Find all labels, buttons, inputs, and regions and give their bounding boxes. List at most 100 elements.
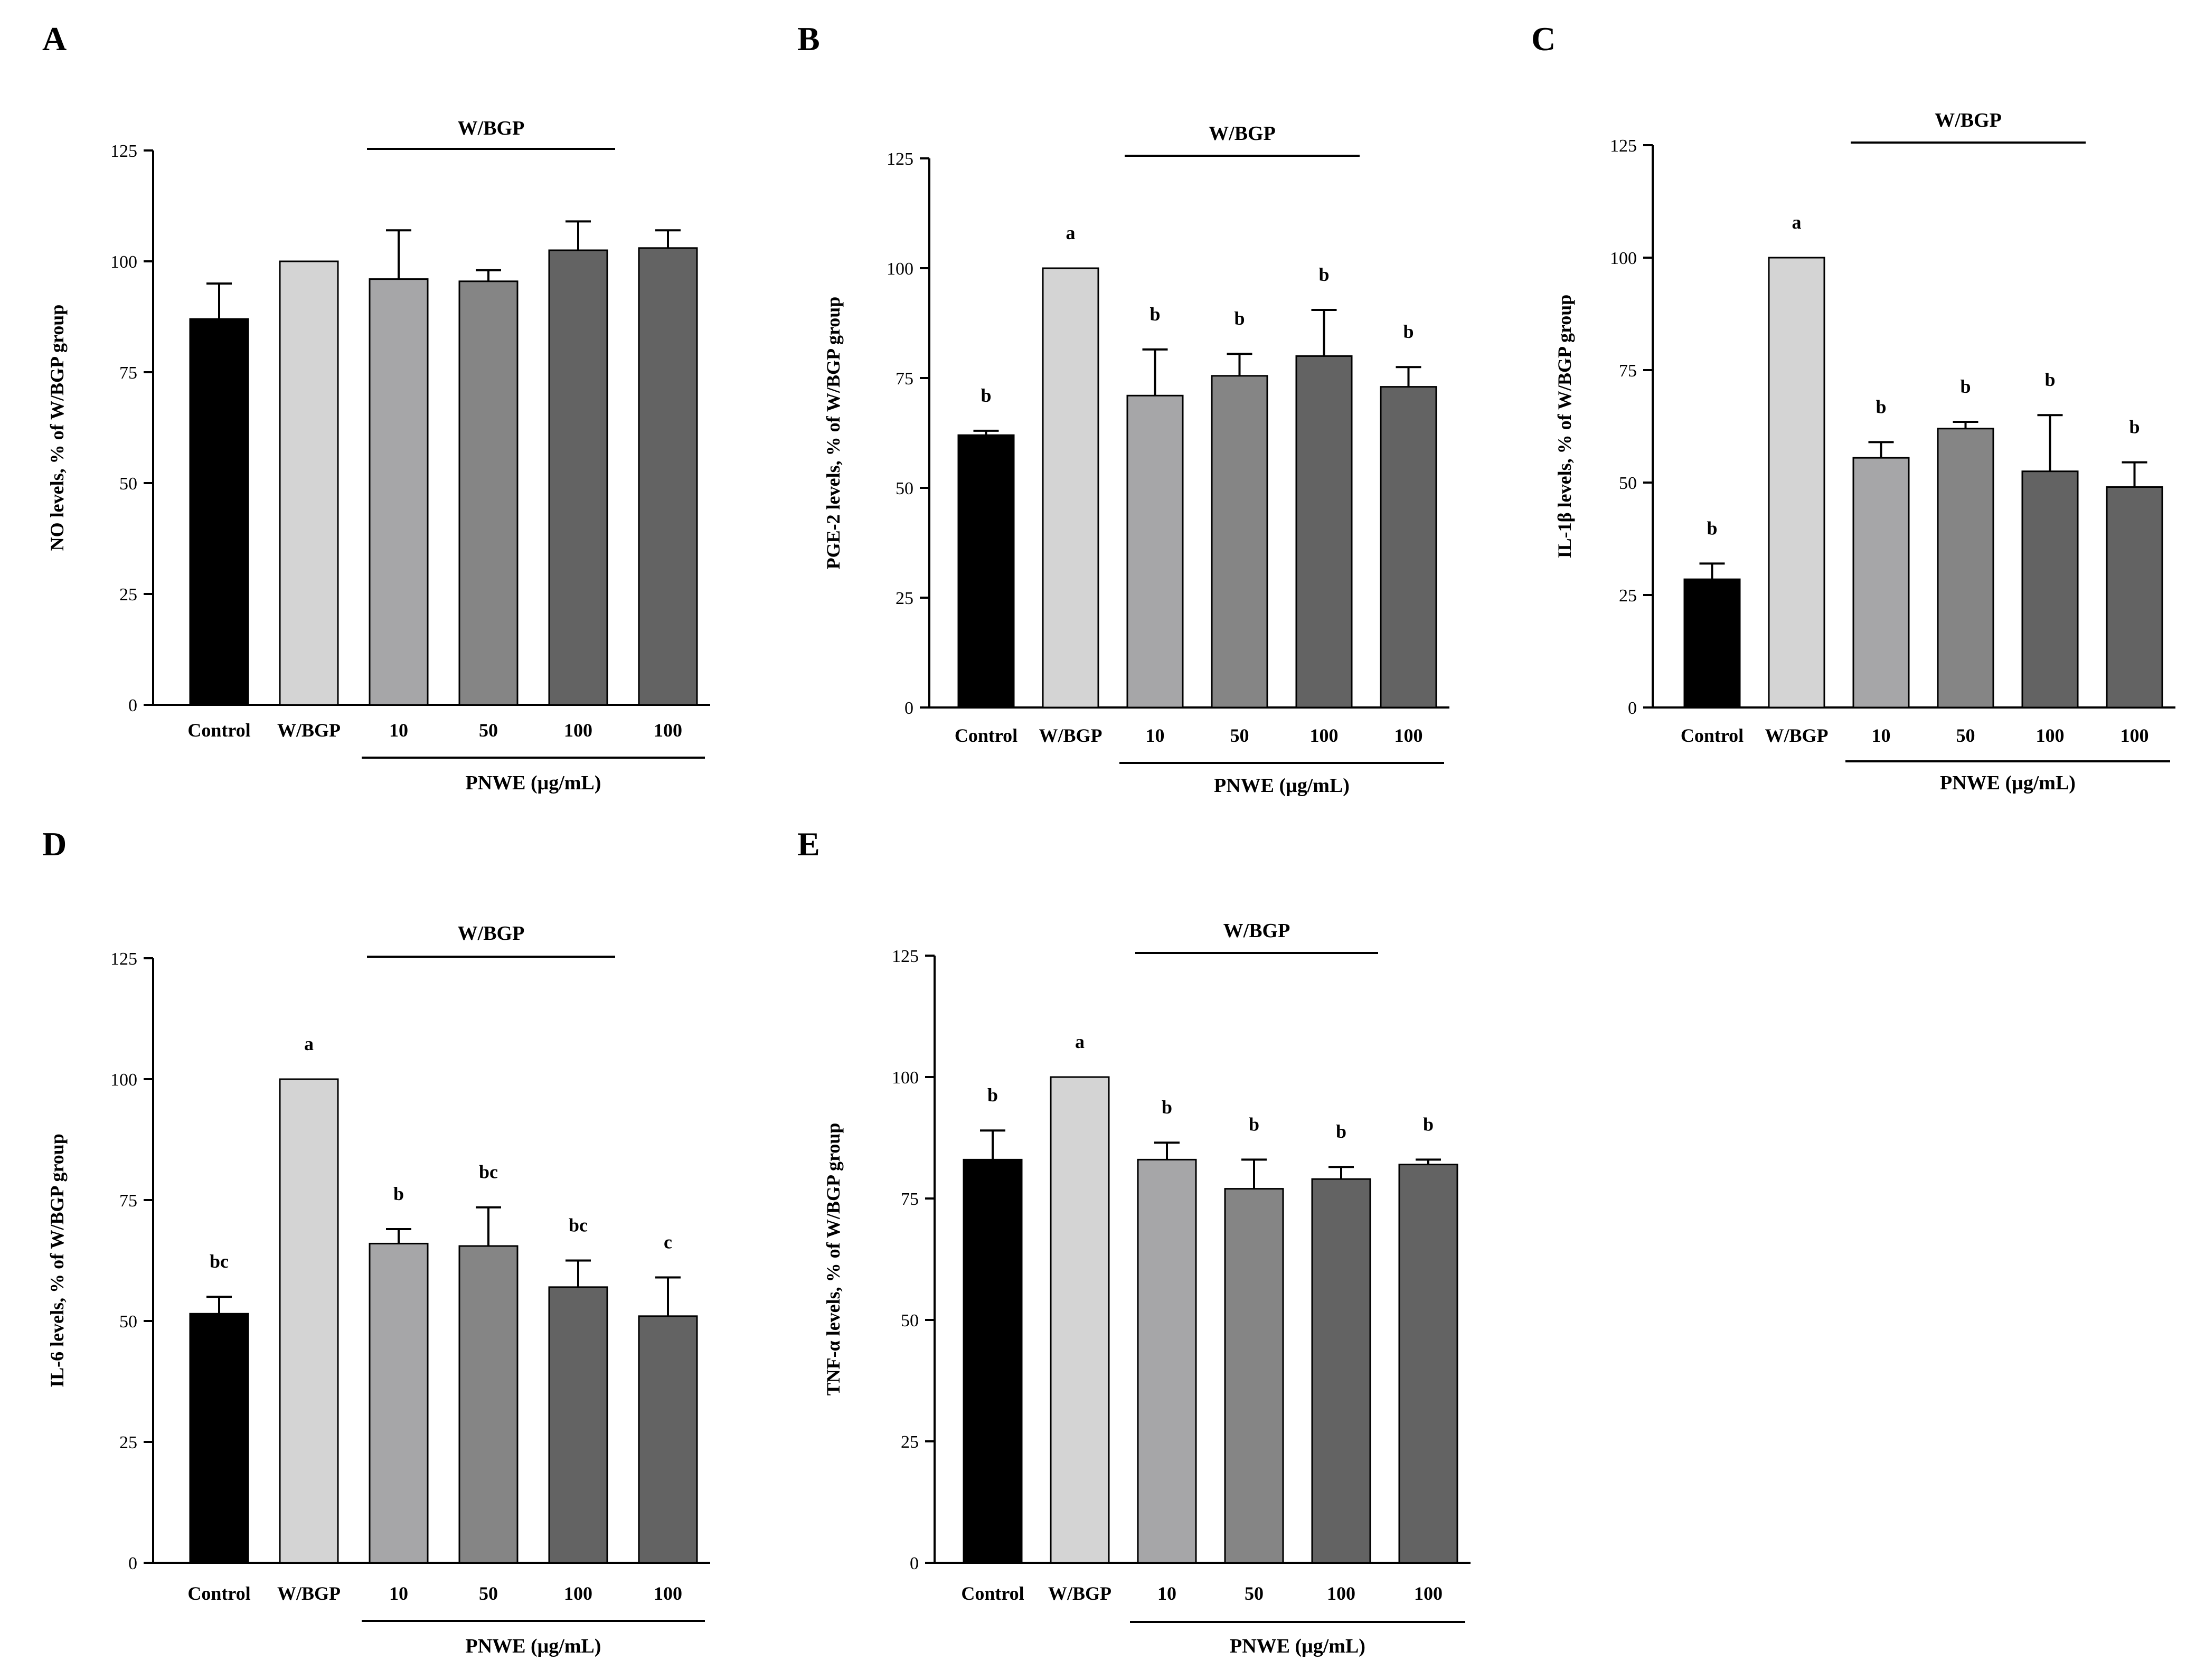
y-tick-label: 50 [896, 479, 913, 498]
bar [1211, 375, 1268, 709]
significance-letter: a [1075, 1031, 1085, 1052]
significance-letter: a [1066, 222, 1076, 243]
y-tick-label: 125 [892, 947, 919, 966]
bar [957, 434, 1015, 709]
significance-letter: a [304, 1033, 314, 1054]
bar [1224, 1188, 1284, 1564]
y-axis-label: PGE-2 levels, % of W/BGP group [823, 297, 844, 570]
significance-letter: b [1403, 321, 1414, 342]
panel-letter: E [797, 825, 820, 863]
bar [1937, 428, 1994, 709]
bar [548, 1286, 608, 1564]
bar [1380, 386, 1437, 709]
x-tick-label: 100 [654, 720, 682, 741]
x-tick-label: 100 [564, 720, 592, 741]
bar [1683, 578, 1741, 709]
x-tick-label: 50 [1956, 725, 1975, 746]
y-axis-label: TNF-α levels, % of W/BGP group [823, 1123, 844, 1396]
panel-letter: C [1531, 20, 1556, 58]
chart-panel-c: C 0 25 50 75 100 125 IL-1β levels, % of W/BGP g… [1531, 20, 2175, 794]
y-tick-label: 0 [1628, 699, 1637, 718]
x-tick-label: W/BGP [277, 1583, 341, 1604]
y-tick-label: 100 [892, 1068, 919, 1088]
y-tick-label: 75 [119, 1191, 137, 1211]
x-group-label: PNWE (μg/mL) [466, 1635, 601, 1657]
group-label: W/BGP [1223, 920, 1290, 942]
significance-letter: b [1249, 1113, 1259, 1135]
bar [369, 1242, 429, 1564]
bar [1050, 1076, 1110, 1564]
x-tick-label: 100 [1414, 1583, 1443, 1604]
significance-letter: b [2129, 417, 2140, 438]
y-tick-label: 100 [887, 259, 913, 279]
y-tick-label: 25 [119, 585, 137, 605]
x-tick-label: W/BGP [1048, 1583, 1111, 1604]
y-tick-label: 0 [904, 699, 913, 718]
bar [638, 1315, 698, 1564]
significance-letter: b [1423, 1113, 1434, 1135]
y-tick-label: 125 [887, 149, 913, 169]
chart-panel-d: D 0 25 50 75 100 125 IL-6 levels, % of W/BGP gr… [42, 825, 710, 1657]
y-axis-label: IL-6 levels, % of W/BGP group [46, 1134, 68, 1388]
y-tick-label: 100 [110, 1070, 137, 1090]
significance-letter: b [981, 385, 991, 406]
x-tick-label: W/BGP [277, 720, 341, 741]
x-tick-label: 50 [1230, 725, 1249, 746]
bar [369, 278, 429, 706]
x-group-label: PNWE (μg/mL) [1940, 772, 2076, 794]
y-tick-label: 0 [910, 1554, 919, 1573]
significance-letter: b [1318, 264, 1329, 285]
x-tick-label: W/BGP [1039, 725, 1102, 746]
group-label: W/BGP [458, 922, 525, 945]
group-label: W/BGP [458, 117, 525, 139]
significance-letter: b [1336, 1121, 1346, 1142]
panel-letter: D [42, 825, 67, 863]
x-tick-label: Control [187, 1583, 250, 1604]
significance-letter: b [987, 1084, 998, 1106]
y-tick-label: 50 [119, 474, 137, 494]
y-axis-label: NO levels, % of W/BGP group [46, 305, 68, 551]
x-group-label: PNWE (μg/mL) [1214, 775, 1350, 797]
x-tick-label: 50 [479, 720, 498, 741]
x-tick-label: 100 [1394, 725, 1423, 746]
bar [963, 1158, 1023, 1564]
bar [2106, 486, 2163, 709]
x-tick-label: Control [187, 720, 250, 741]
y-tick-label: 75 [901, 1190, 919, 1209]
bar [458, 1245, 519, 1564]
chart-panel-e: E 0 25 50 75 100 125 TNF-α levels, % of W/BGP g… [797, 825, 1471, 1657]
x-tick-label: 10 [1157, 1583, 1176, 1604]
y-tick-label: 100 [1610, 249, 1637, 268]
significance-letter: a [1792, 212, 1802, 233]
x-tick-label: Control [1681, 725, 1744, 746]
bar [189, 318, 249, 706]
y-tick-label: 25 [119, 1433, 137, 1452]
significance-letter: b [1234, 308, 1245, 329]
bar [189, 1313, 249, 1564]
bar [1042, 267, 1099, 709]
y-tick-label: 50 [1619, 474, 1637, 493]
group-label: W/BGP [1209, 122, 1276, 145]
x-tick-label: 50 [1245, 1583, 1264, 1604]
significance-letter: b [1960, 376, 1971, 397]
significance-letter: b [393, 1183, 404, 1204]
x-tick-label: 100 [2121, 725, 2149, 746]
x-tick-label: 100 [654, 1583, 682, 1604]
bar [279, 1078, 339, 1564]
y-tick-label: 75 [119, 363, 137, 383]
x-tick-label: 10 [389, 1583, 408, 1604]
panel-letter: B [797, 20, 820, 58]
y-tick-label: 25 [901, 1432, 919, 1452]
significance-letter: bc [210, 1251, 229, 1272]
y-tick-label: 125 [1610, 136, 1637, 156]
group-label: W/BGP [1935, 109, 2002, 131]
significance-letter: b [1876, 396, 1886, 417]
significance-letter: b [1707, 517, 1717, 539]
bar [1768, 257, 1825, 709]
x-tick-label: W/BGP [1765, 725, 1828, 746]
bar [1398, 1164, 1458, 1564]
bar [458, 280, 519, 706]
y-tick-label: 0 [128, 1554, 137, 1573]
x-group-label: PNWE (μg/mL) [466, 772, 601, 794]
